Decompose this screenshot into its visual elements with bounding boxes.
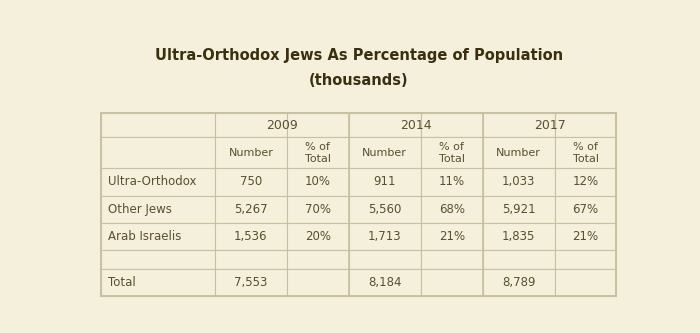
Bar [101, 113, 617, 296]
Bar [482, 250, 554, 269]
Bar [287, 250, 349, 269]
Bar [482, 195, 554, 223]
Bar [421, 168, 482, 195]
Bar [421, 113, 482, 138]
Bar [101, 269, 215, 296]
Text: Ultra-Orthodox: Ultra-Orthodox [108, 175, 196, 188]
Bar [349, 168, 421, 195]
Text: Number: Number [363, 148, 407, 158]
Bar [215, 138, 287, 168]
Text: 7,553: 7,553 [234, 276, 267, 289]
Text: 5,560: 5,560 [368, 203, 402, 216]
Bar [421, 138, 482, 168]
Bar [421, 223, 482, 250]
Text: 5,267: 5,267 [234, 203, 267, 216]
Text: (thousands): (thousands) [309, 73, 409, 88]
Text: 5,921: 5,921 [502, 203, 536, 216]
Bar [421, 269, 482, 296]
Text: 12%: 12% [573, 175, 598, 188]
Text: 1,713: 1,713 [368, 230, 402, 243]
Bar [554, 138, 617, 168]
Text: Ultra-Orthodox Jews As Percentage of Population: Ultra-Orthodox Jews As Percentage of Pop… [155, 48, 563, 63]
Text: 21%: 21% [439, 230, 465, 243]
Bar [554, 113, 617, 138]
Bar [482, 168, 554, 195]
Bar [287, 195, 349, 223]
Bar [349, 223, 421, 250]
Text: 2009: 2009 [266, 119, 298, 132]
Bar [215, 223, 287, 250]
Text: 67%: 67% [573, 203, 598, 216]
Bar [482, 138, 554, 168]
Bar [482, 223, 554, 250]
Bar [287, 168, 349, 195]
Bar [215, 195, 287, 223]
Bar [101, 223, 215, 250]
Text: Number: Number [496, 148, 541, 158]
Bar [287, 113, 349, 138]
Text: 750: 750 [240, 175, 262, 188]
Bar [349, 269, 421, 296]
Bar [349, 250, 421, 269]
Text: 68%: 68% [439, 203, 465, 216]
Text: 2014: 2014 [400, 119, 431, 132]
Text: Other Jews: Other Jews [108, 203, 172, 216]
Bar [554, 269, 617, 296]
Text: % of
Total: % of Total [439, 142, 465, 164]
Bar [482, 269, 554, 296]
Text: 8,789: 8,789 [502, 276, 536, 289]
Bar [554, 250, 617, 269]
Text: % of
Total: % of Total [304, 142, 331, 164]
Bar [554, 223, 617, 250]
Bar [349, 113, 421, 138]
Text: 1,835: 1,835 [502, 230, 536, 243]
Text: Total: Total [108, 276, 135, 289]
Text: 70%: 70% [304, 203, 331, 216]
Bar [482, 113, 554, 138]
Bar [215, 168, 287, 195]
Bar [349, 138, 421, 168]
Bar [101, 250, 215, 269]
Text: Arab Israelis: Arab Israelis [108, 230, 181, 243]
Bar [101, 138, 215, 168]
Text: 10%: 10% [304, 175, 331, 188]
Text: 8,184: 8,184 [368, 276, 402, 289]
Bar [215, 269, 287, 296]
Text: 1,536: 1,536 [234, 230, 267, 243]
Text: 1,033: 1,033 [502, 175, 536, 188]
Bar [554, 168, 617, 195]
Bar [287, 138, 349, 168]
Bar [554, 195, 617, 223]
Text: Number: Number [228, 148, 273, 158]
Bar [101, 168, 215, 195]
Text: 911: 911 [374, 175, 396, 188]
Bar [349, 195, 421, 223]
Text: % of
Total: % of Total [573, 142, 598, 164]
Text: 11%: 11% [439, 175, 465, 188]
Bar [101, 195, 215, 223]
Bar [421, 250, 482, 269]
Bar [287, 269, 349, 296]
Bar [101, 113, 215, 138]
Bar [421, 195, 482, 223]
Text: 2017: 2017 [533, 119, 566, 132]
Text: 21%: 21% [573, 230, 598, 243]
Bar [287, 223, 349, 250]
Bar [215, 250, 287, 269]
Bar [215, 113, 287, 138]
Text: 20%: 20% [304, 230, 331, 243]
